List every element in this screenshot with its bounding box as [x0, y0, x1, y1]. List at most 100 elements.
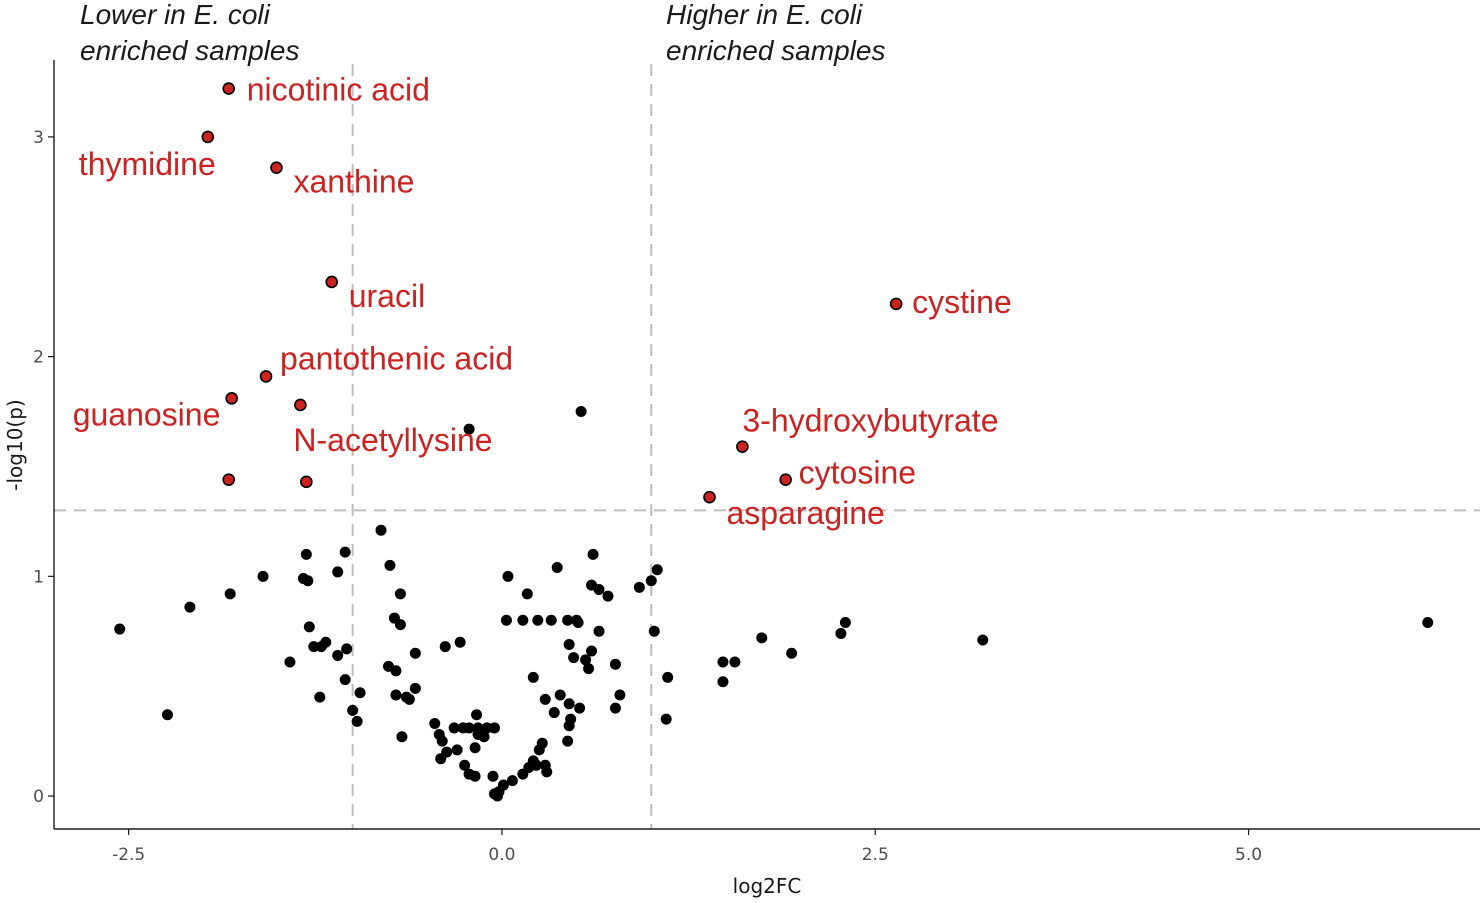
significant-point [270, 161, 283, 174]
data-point [469, 742, 481, 754]
data-point [433, 729, 445, 741]
data-point [839, 616, 851, 628]
data-point [586, 645, 598, 657]
significant-point [222, 473, 236, 486]
data-point [354, 687, 366, 699]
data-point [645, 575, 657, 587]
data-point [786, 647, 798, 659]
data-point [1422, 616, 1434, 628]
y-tick-label: 0 [33, 787, 44, 807]
data-point [614, 689, 626, 701]
significant-point [779, 473, 792, 486]
data-point [506, 775, 518, 787]
significant-point [703, 490, 716, 504]
data-point [463, 722, 475, 734]
data-point [502, 570, 514, 582]
point-label: 3-hydroxybutyrate [742, 403, 998, 439]
data-point [574, 702, 586, 714]
point-labels: nicotinic acid thymidine xanthine uracil pan… [73, 72, 1012, 532]
data-point [314, 691, 326, 703]
data-point [384, 559, 396, 571]
data-point [284, 656, 296, 668]
data-point [572, 616, 584, 628]
data-point [448, 722, 460, 734]
data-point [532, 614, 544, 626]
data-point [651, 564, 663, 576]
data-point [575, 406, 587, 418]
data-point [717, 676, 729, 688]
annotation-lower: Lower in E. coli enriched samples [80, 0, 299, 69]
annotation-higher-line-1: Higher in E. coli [666, 0, 863, 30]
data-point [161, 709, 173, 721]
data-point [463, 423, 475, 435]
data-point [662, 671, 674, 683]
significant-point [294, 398, 307, 412]
axes [53, 60, 1480, 830]
data-point [756, 632, 768, 644]
data-point [533, 744, 545, 756]
x-axis-title: log2FC [733, 874, 802, 898]
point-label: thymidine [79, 146, 216, 182]
data-point [660, 713, 672, 725]
data-point [332, 649, 344, 661]
data-point [545, 614, 557, 626]
data-point [429, 718, 441, 730]
data-point [487, 770, 499, 782]
x-tick-label: 0.0 [488, 845, 515, 865]
data-point [593, 625, 605, 637]
data-point [347, 704, 359, 716]
data-point [471, 709, 483, 721]
data-point [302, 575, 314, 587]
data-point [717, 656, 729, 668]
point-label: cystine [912, 284, 1012, 320]
data-point [339, 546, 351, 558]
data-point [729, 656, 741, 668]
data-point [563, 638, 575, 650]
annotation-lower-line-2: enriched samples [80, 35, 300, 66]
x-tick-label: -2.5 [112, 845, 145, 865]
point-label: pantothenic acid [280, 340, 513, 376]
significant-points [201, 82, 903, 504]
data-point [300, 548, 312, 560]
data-point [257, 570, 269, 582]
data-point [224, 588, 236, 600]
point-label: guanosine [73, 396, 221, 432]
background-points [114, 406, 1434, 802]
data-point [488, 722, 500, 734]
data-point [521, 588, 533, 600]
point-label: nicotinic acid [247, 72, 430, 108]
annotation-higher: Higher in E. coli enriched samples [666, 0, 885, 69]
data-point [435, 753, 447, 765]
point-label: uracil [349, 278, 425, 314]
data-point [409, 682, 421, 694]
point-label: xanthine [293, 164, 414, 200]
point-label: cytosine [799, 455, 916, 491]
annotation-higher-line-2: enriched samples [666, 35, 886, 66]
x-tick-label: 2.5 [862, 845, 889, 865]
data-point [580, 654, 592, 666]
data-point [551, 562, 563, 574]
data-point [114, 623, 126, 635]
significant-point [736, 440, 749, 453]
data-point [648, 625, 660, 637]
y-axis-title: -log10(p) [3, 399, 27, 490]
data-point [351, 715, 363, 727]
data-point [587, 548, 599, 560]
data-point [568, 652, 580, 664]
data-point [459, 759, 471, 771]
data-point [602, 590, 614, 602]
data-point [394, 619, 406, 631]
data-point [562, 614, 574, 626]
axis-ticks: -2.5 0.0 2.5 5.0 0 1 2 3 [33, 128, 1262, 865]
data-point [977, 634, 989, 646]
threshold-lines [54, 64, 1480, 829]
y-tick-label: 1 [33, 567, 44, 587]
point-label: asparagine [727, 495, 885, 531]
significant-point [259, 370, 273, 383]
significant-point [222, 82, 236, 95]
data-point [491, 790, 503, 802]
data-point [341, 643, 353, 655]
data-point [527, 671, 539, 683]
data-point [539, 693, 551, 705]
